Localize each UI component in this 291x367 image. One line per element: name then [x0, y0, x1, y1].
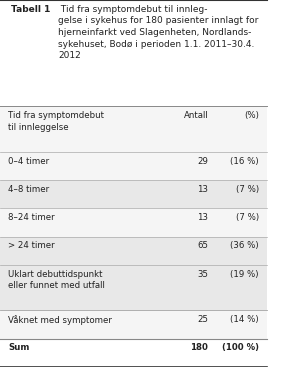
Text: Uklart debuttidspunkt
eller funnet med utfall: Uklart debuttidspunkt eller funnet med u… — [8, 270, 105, 290]
Text: 180: 180 — [190, 344, 208, 352]
Bar — [0, 237, 267, 265]
Text: 8–24 timer: 8–24 timer — [8, 213, 55, 222]
Bar — [0, 339, 267, 367]
Text: (19 %): (19 %) — [230, 270, 259, 279]
Text: > 24 timer: > 24 timer — [8, 241, 55, 251]
Text: 13: 13 — [197, 213, 208, 222]
Text: 65: 65 — [197, 241, 208, 251]
Bar — [0, 310, 267, 339]
Text: Antall: Antall — [184, 111, 208, 120]
Text: (36 %): (36 %) — [230, 241, 259, 251]
Text: (7 %): (7 %) — [236, 185, 259, 194]
Bar — [0, 0, 267, 106]
Text: (100 %): (100 %) — [222, 344, 259, 352]
Text: 4–8 timer: 4–8 timer — [8, 185, 49, 194]
Bar — [0, 265, 267, 310]
Text: 25: 25 — [197, 315, 208, 324]
Bar — [0, 152, 267, 180]
Text: Tabell 1: Tabell 1 — [11, 5, 50, 14]
Text: (%): (%) — [244, 111, 259, 120]
Text: 29: 29 — [197, 156, 208, 166]
Text: 0–4 timer: 0–4 timer — [8, 156, 49, 166]
Text: Tid fra symptomdebut
til innleggelse: Tid fra symptomdebut til innleggelse — [8, 111, 104, 132]
Bar — [0, 208, 267, 237]
Text: (14 %): (14 %) — [230, 315, 259, 324]
Text: Tid fra symptomdebut til innleg-
gelse i sykehus for 180 pasienter innlagt for
h: Tid fra symptomdebut til innleg- gelse i… — [58, 5, 259, 61]
Text: (16 %): (16 %) — [230, 156, 259, 166]
Text: Sum: Sum — [8, 344, 29, 352]
Text: (7 %): (7 %) — [236, 213, 259, 222]
Bar — [0, 106, 267, 152]
Text: Våknet med symptomer: Våknet med symptomer — [8, 315, 112, 325]
Text: 35: 35 — [197, 270, 208, 279]
Text: 13: 13 — [197, 185, 208, 194]
Bar — [0, 180, 267, 208]
